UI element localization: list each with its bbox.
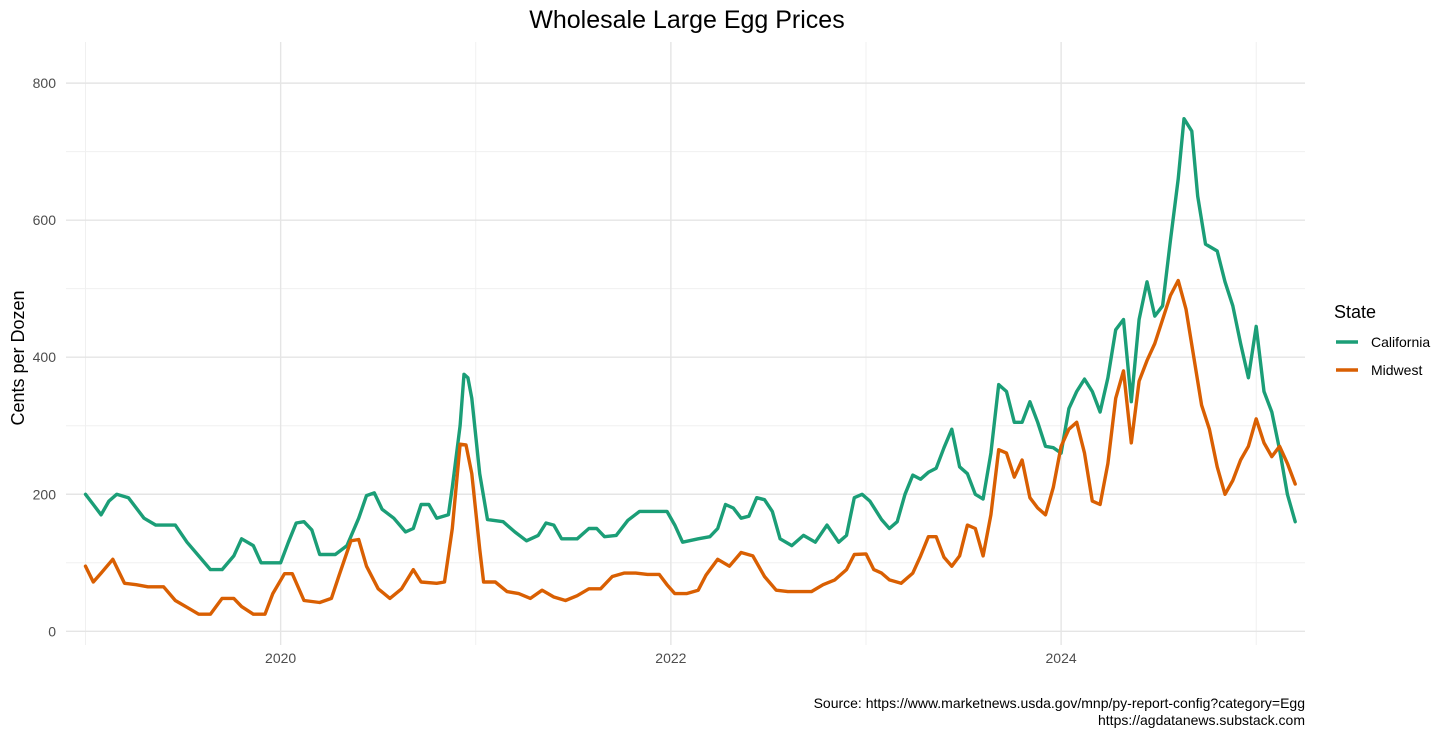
series-group — [83, 117, 1297, 616]
y-tick-label: 600 — [33, 212, 57, 228]
y-tick-label: 400 — [33, 349, 57, 365]
x-tick-label: 2020 — [265, 650, 296, 666]
x-tick-label: 2022 — [655, 650, 686, 666]
legend: State California Midwest — [1334, 302, 1430, 378]
y-tick-label: 200 — [33, 486, 57, 502]
grid — [66, 42, 1305, 645]
y-tick-label: 0 — [48, 623, 56, 639]
caption-source: Source: https://www.marketnews.usda.gov/… — [814, 695, 1305, 711]
legend-label-midwest: Midwest — [1371, 362, 1422, 378]
chart-title: Wholesale Large Egg Prices — [529, 6, 844, 34]
x-tick-label: 2024 — [1046, 650, 1077, 666]
x-axis-ticks: 2020 2022 2024 — [265, 650, 1077, 666]
y-axis-title: Cents per Dozen — [8, 290, 28, 425]
y-tick-label: 800 — [33, 75, 57, 91]
legend-title: State — [1334, 302, 1376, 322]
series-line-midwest — [83, 278, 1297, 616]
caption-url: https://agdatanews.substack.com — [1098, 712, 1305, 728]
y-axis-ticks: 0 200 400 600 800 — [33, 75, 57, 639]
legend-label-california: California — [1371, 334, 1430, 350]
series-line-california — [83, 117, 1297, 572]
